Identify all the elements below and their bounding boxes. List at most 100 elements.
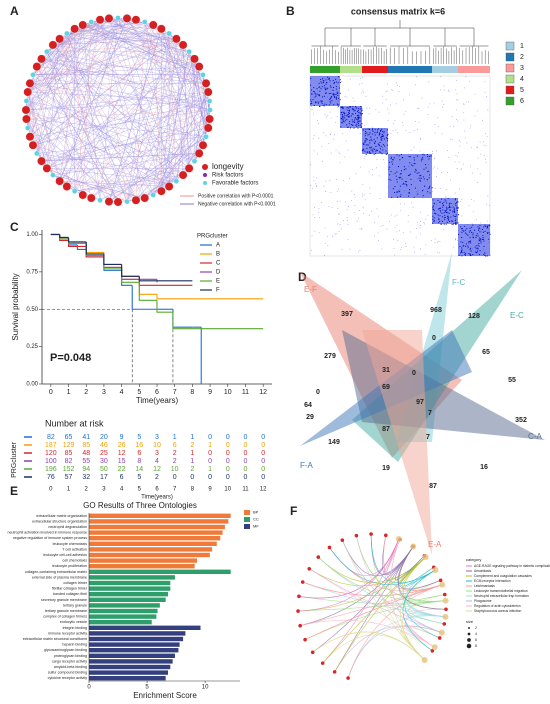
heatmap-cell [458, 161, 460, 163]
heatmap-cell [453, 209, 455, 211]
heatmap-cell [317, 102, 319, 104]
heatmap-cell [319, 217, 320, 218]
heatmap-cell [313, 87, 315, 89]
heatmap-cell [413, 196, 415, 198]
legend-swatch [505, 52, 515, 62]
heatmap-cell [355, 118, 357, 120]
heatmap-cell [345, 201, 346, 203]
risk-count: 0 [208, 450, 212, 457]
heatmap-cell [366, 151, 368, 153]
heatmap-cell [411, 164, 413, 166]
edge [26, 100, 207, 137]
venn-count: 968 [430, 307, 442, 314]
edge [26, 118, 68, 187]
legend-dot [202, 164, 208, 170]
category-label: extracellular matrix organization [36, 514, 87, 518]
bar [89, 620, 152, 625]
heatmap-cell [392, 130, 394, 132]
node [115, 15, 121, 21]
heatmap-cell [422, 190, 424, 192]
heatmap-cell [317, 119, 318, 121]
heatmap-cell [455, 154, 457, 156]
heatmap-cell [403, 113, 405, 115]
heatmap-cell [311, 93, 313, 95]
legend-label: C [216, 261, 221, 267]
heatmap-cell [449, 209, 451, 211]
venn-count: 0 [432, 335, 436, 342]
heatmap-cell [335, 97, 337, 99]
heatmap-cell [341, 122, 343, 124]
heatmap-cell [482, 231, 484, 233]
size-key [467, 632, 471, 636]
heatmap-cell [370, 146, 372, 148]
link [300, 584, 443, 626]
category-label: negative regulation of immune system pro… [13, 536, 87, 540]
heatmap-cell [362, 206, 364, 208]
node [25, 132, 35, 142]
heatmap-cell [354, 205, 356, 206]
edge [32, 74, 60, 182]
survival-step [121, 268, 140, 283]
bar [89, 670, 168, 675]
heatmap-cell [432, 215, 434, 217]
heatmap-cell [365, 140, 367, 142]
heatmap-block [458, 224, 490, 256]
bar [89, 569, 231, 574]
venn-count: 29 [306, 414, 314, 421]
heatmap-cell [465, 229, 467, 231]
edge [99, 19, 184, 46]
heatmap-cell [460, 201, 462, 202]
heatmap-cell [457, 120, 459, 122]
heatmap-cell [361, 229, 363, 231]
heatmap-cell [455, 223, 457, 225]
edge [153, 24, 207, 84]
bar [89, 519, 229, 524]
link [383, 535, 443, 591]
heatmap-cell [432, 167, 434, 169]
heatmap-cell [454, 203, 456, 205]
heatmap-cell [366, 107, 368, 109]
node [32, 62, 42, 72]
edge [32, 74, 211, 111]
heatmap-cell [359, 83, 360, 85]
heatmap-cell [335, 78, 337, 80]
edge [25, 19, 101, 111]
legend-label: MF [253, 524, 259, 529]
heatmap-cell [438, 222, 440, 224]
edge [168, 66, 200, 187]
heatmap-cell [459, 145, 461, 147]
heatmap-cell [487, 220, 489, 222]
heatmap-cell [469, 227, 471, 229]
heatmap-cell [472, 236, 474, 238]
heatmap-cell [457, 201, 459, 203]
legend-label: Leukocyte transendothelial migration [474, 589, 528, 593]
heatmap-cell [481, 238, 483, 240]
heatmap-cell [313, 176, 315, 178]
heatmap-cell [483, 155, 485, 157]
heatmap-cell [479, 237, 481, 239]
heatmap-cell [398, 176, 400, 178]
bar [89, 642, 180, 647]
heatmap-cell [461, 255, 463, 257]
node [64, 30, 70, 37]
venn-count: 65 [482, 349, 490, 356]
heatmap-cell [373, 138, 375, 140]
heatmap-cell [442, 206, 444, 208]
risk-count: 94 [82, 466, 90, 473]
edge [66, 33, 128, 202]
heatmap-cell [448, 212, 450, 214]
heatmap-cell [420, 220, 421, 222]
x-tick-label: 12 [260, 487, 267, 493]
heatmap-cell [352, 124, 354, 126]
x-tick-label: 1 [67, 487, 71, 493]
node [194, 62, 204, 72]
heatmap-cell [396, 103, 397, 105]
category-label: cargo receptor activity [52, 659, 87, 663]
category-label: amyloid-beta binding [54, 665, 87, 669]
bar [89, 541, 217, 546]
risk-count: 0 [226, 442, 230, 449]
heatmap-cell [465, 101, 467, 103]
risk-count: 0 [244, 434, 248, 441]
heatmap-cell [442, 204, 444, 206]
edge [126, 58, 195, 202]
